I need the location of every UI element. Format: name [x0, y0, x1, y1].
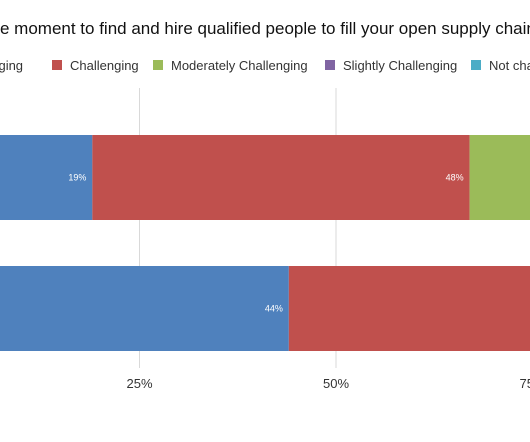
- x-tick-label: 50%: [323, 376, 349, 391]
- legend-label: Slightly Challenging: [343, 58, 457, 73]
- x-tick-label: 25%: [126, 376, 152, 391]
- x-axis-ticks: 25% 50% 75%: [126, 376, 530, 391]
- legend: enging Challenging Moderately Challenging S…: [0, 58, 530, 73]
- bar-segment: [0, 135, 93, 220]
- data-label: 19%: [68, 173, 86, 183]
- legend-label: Challenging: [70, 58, 139, 73]
- legend-swatch: [325, 60, 335, 70]
- data-label: 44%: [265, 304, 283, 314]
- legend-swatch: [471, 60, 481, 70]
- data-label: 48%: [446, 173, 464, 183]
- legend-label: enging: [0, 58, 23, 73]
- bar-segment: [0, 266, 289, 351]
- legend-label: Moderately Challenging: [171, 58, 308, 73]
- legend-swatch: [153, 60, 163, 70]
- legend-swatch: [52, 60, 62, 70]
- chart-title: e moment to find and hire qualified peop…: [0, 19, 530, 38]
- bar-segment: [288, 266, 530, 351]
- x-tick-label: 75%: [519, 376, 530, 391]
- bar-labels: 19%48%44%3: [68, 173, 464, 314]
- bar-segment: [469, 135, 530, 220]
- legend-label: Not cha: [489, 58, 530, 73]
- bar-segment: [92, 135, 470, 220]
- bars: [0, 135, 530, 351]
